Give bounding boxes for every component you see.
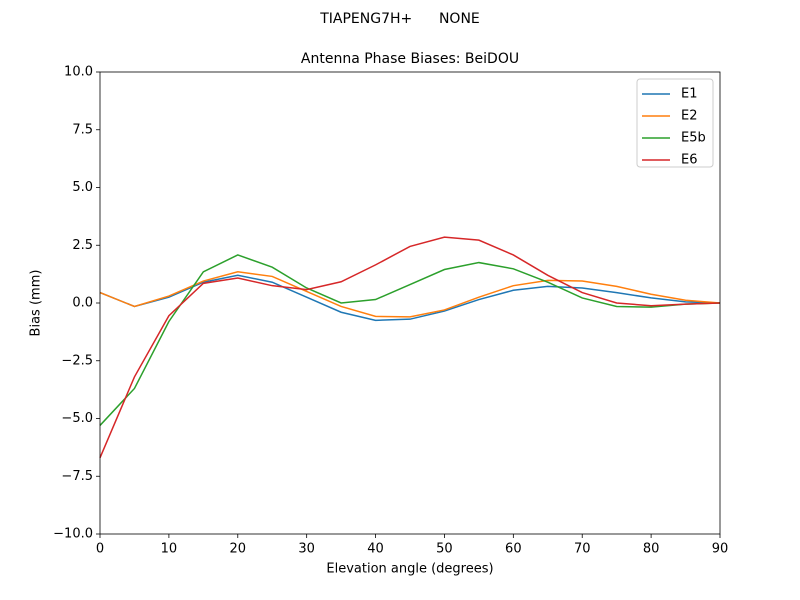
legend-label: E2 [681, 109, 698, 124]
y-tick-label: 10.0 [64, 65, 93, 80]
series-line [99, 271, 721, 318]
y-tick-label: −7.5 [61, 469, 93, 484]
y-tick-label: 7.5 [72, 122, 93, 137]
y-tick-label: −2.5 [61, 353, 93, 368]
legend-label: E1 [681, 87, 698, 102]
x-tick-label: 10 [161, 542, 178, 557]
series-line [99, 274, 721, 322]
x-tick-label: 60 [505, 542, 522, 557]
x-tick-label: 90 [712, 542, 729, 557]
legend-label: E6 [681, 153, 698, 168]
x-tick-label: 0 [96, 542, 104, 557]
plot-frame [99, 71, 721, 535]
x-tick-label: 40 [367, 542, 384, 557]
series-line [99, 254, 721, 426]
y-tick-label: −10.0 [53, 527, 93, 542]
x-tick-label: 50 [436, 542, 453, 557]
series-line [99, 236, 721, 459]
y-tick-label: −5.0 [61, 411, 93, 426]
x-tick-label: 80 [643, 542, 660, 557]
y-axis-label: Bias (mm) [29, 270, 44, 337]
y-tick-label: 5.0 [72, 180, 93, 195]
suptitle: TIAPENG7H+ NONE [319, 11, 480, 27]
x-tick-label: 30 [298, 542, 315, 557]
legend-label: E5b [681, 131, 706, 146]
y-tick-label: 0.0 [72, 296, 93, 311]
x-tick-label: 20 [230, 542, 247, 557]
legend-box [636, 78, 714, 168]
x-axis-label: Elevation angle (degrees) [326, 562, 493, 577]
x-tick-label: 70 [574, 542, 591, 557]
y-tick-label: 2.5 [72, 238, 93, 253]
chart-title: Antenna Phase Biases: BeiDOU [301, 51, 519, 67]
